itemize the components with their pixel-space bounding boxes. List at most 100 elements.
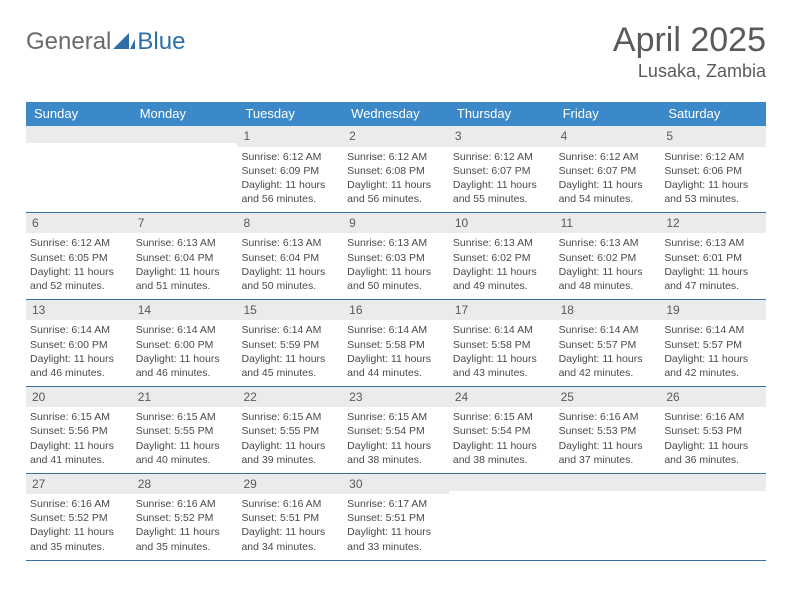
sunset-text: Sunset: 6:02 PM [559,251,657,265]
day-number: 6 [26,213,132,233]
day-number: 15 [237,300,343,320]
day-body: Sunrise: 6:14 AMSunset: 6:00 PMDaylight:… [26,320,132,386]
day-cell: 10Sunrise: 6:13 AMSunset: 6:02 PMDayligh… [449,213,555,299]
daylight-text: Daylight: 11 hours and 48 minutes. [559,265,657,293]
day-cell: 27Sunrise: 6:16 AMSunset: 5:52 PMDayligh… [26,474,132,560]
day-cell: 7Sunrise: 6:13 AMSunset: 6:04 PMDaylight… [132,213,238,299]
day-cell: 12Sunrise: 6:13 AMSunset: 6:01 PMDayligh… [660,213,766,299]
daylight-text: Daylight: 11 hours and 45 minutes. [241,352,339,380]
weeks-container: 1Sunrise: 6:12 AMSunset: 6:09 PMDaylight… [26,126,766,560]
sunrise-text: Sunrise: 6:16 AM [664,410,762,424]
sunset-text: Sunset: 5:51 PM [347,511,445,525]
weekday-header-row: SundayMondayTuesdayWednesdayThursdayFrid… [26,102,766,126]
sunrise-text: Sunrise: 6:12 AM [241,150,339,164]
day-number: 3 [449,126,555,146]
logo-sail-icon [113,33,135,51]
weekday-header-cell: Tuesday [237,102,343,126]
daylight-text: Daylight: 11 hours and 51 minutes. [136,265,234,293]
day-number [132,126,238,143]
sunset-text: Sunset: 6:05 PM [30,251,128,265]
sunset-text: Sunset: 6:02 PM [453,251,551,265]
daylight-text: Daylight: 11 hours and 46 minutes. [30,352,128,380]
day-number: 7 [132,213,238,233]
daylight-text: Daylight: 11 hours and 43 minutes. [453,352,551,380]
sunrise-text: Sunrise: 6:13 AM [559,236,657,250]
daylight-text: Daylight: 11 hours and 38 minutes. [453,439,551,467]
day-body: Sunrise: 6:13 AMSunset: 6:03 PMDaylight:… [343,233,449,299]
sunset-text: Sunset: 5:55 PM [136,424,234,438]
day-cell: 22Sunrise: 6:15 AMSunset: 5:55 PMDayligh… [237,387,343,473]
day-cell: 19Sunrise: 6:14 AMSunset: 5:57 PMDayligh… [660,300,766,386]
day-number: 18 [555,300,661,320]
sunset-text: Sunset: 5:56 PM [30,424,128,438]
day-body: Sunrise: 6:13 AMSunset: 6:04 PMDaylight:… [132,233,238,299]
weekday-header-cell: Saturday [660,102,766,126]
day-number: 25 [555,387,661,407]
sunrise-text: Sunrise: 6:15 AM [453,410,551,424]
day-number: 8 [237,213,343,233]
day-cell: 4Sunrise: 6:12 AMSunset: 6:07 PMDaylight… [555,126,661,212]
sunrise-text: Sunrise: 6:14 AM [136,323,234,337]
day-cell [660,474,766,560]
sunset-text: Sunset: 5:51 PM [241,511,339,525]
day-number: 29 [237,474,343,494]
daylight-text: Daylight: 11 hours and 40 minutes. [136,439,234,467]
daylight-text: Daylight: 11 hours and 50 minutes. [241,265,339,293]
daylight-text: Daylight: 11 hours and 54 minutes. [559,178,657,206]
sunset-text: Sunset: 6:00 PM [136,338,234,352]
day-body: Sunrise: 6:15 AMSunset: 5:55 PMDaylight:… [237,407,343,473]
day-cell: 25Sunrise: 6:16 AMSunset: 5:53 PMDayligh… [555,387,661,473]
day-body: Sunrise: 6:16 AMSunset: 5:51 PMDaylight:… [237,494,343,560]
daylight-text: Daylight: 11 hours and 39 minutes. [241,439,339,467]
day-body [132,143,238,152]
day-body: Sunrise: 6:13 AMSunset: 6:04 PMDaylight:… [237,233,343,299]
sunset-text: Sunset: 5:58 PM [453,338,551,352]
weekday-header-cell: Friday [555,102,661,126]
daylight-text: Daylight: 11 hours and 42 minutes. [664,352,762,380]
day-cell: 24Sunrise: 6:15 AMSunset: 5:54 PMDayligh… [449,387,555,473]
day-body: Sunrise: 6:15 AMSunset: 5:54 PMDaylight:… [449,407,555,473]
sunset-text: Sunset: 6:09 PM [241,164,339,178]
day-number: 13 [26,300,132,320]
sunrise-text: Sunrise: 6:14 AM [347,323,445,337]
daylight-text: Daylight: 11 hours and 56 minutes. [241,178,339,206]
sunset-text: Sunset: 6:03 PM [347,251,445,265]
day-body [555,491,661,500]
day-cell: 6Sunrise: 6:12 AMSunset: 6:05 PMDaylight… [26,213,132,299]
logo-text-general: General [26,28,111,56]
daylight-text: Daylight: 11 hours and 44 minutes. [347,352,445,380]
day-number: 19 [660,300,766,320]
sunrise-text: Sunrise: 6:16 AM [241,497,339,511]
sunrise-text: Sunrise: 6:14 AM [453,323,551,337]
day-body: Sunrise: 6:13 AMSunset: 6:02 PMDaylight:… [555,233,661,299]
weekday-header-cell: Sunday [26,102,132,126]
day-number: 5 [660,126,766,146]
sunset-text: Sunset: 6:08 PM [347,164,445,178]
daylight-text: Daylight: 11 hours and 55 minutes. [453,178,551,206]
sunrise-text: Sunrise: 6:16 AM [136,497,234,511]
daylight-text: Daylight: 11 hours and 37 minutes. [559,439,657,467]
sunrise-text: Sunrise: 6:12 AM [347,150,445,164]
sunset-text: Sunset: 5:57 PM [559,338,657,352]
day-body: Sunrise: 6:14 AMSunset: 5:58 PMDaylight:… [449,320,555,386]
day-cell: 18Sunrise: 6:14 AMSunset: 5:57 PMDayligh… [555,300,661,386]
day-cell: 2Sunrise: 6:12 AMSunset: 6:08 PMDaylight… [343,126,449,212]
logo: General Blue [26,22,185,56]
sunrise-text: Sunrise: 6:15 AM [241,410,339,424]
day-body [660,491,766,500]
day-number: 24 [449,387,555,407]
day-body: Sunrise: 6:12 AMSunset: 6:06 PMDaylight:… [660,147,766,213]
logo-text-blue: Blue [137,28,185,56]
day-cell [132,126,238,212]
day-body: Sunrise: 6:16 AMSunset: 5:53 PMDaylight:… [555,407,661,473]
day-number: 12 [660,213,766,233]
day-cell [555,474,661,560]
sunrise-text: Sunrise: 6:12 AM [559,150,657,164]
day-number: 23 [343,387,449,407]
sunrise-text: Sunrise: 6:15 AM [30,410,128,424]
day-number: 30 [343,474,449,494]
sunset-text: Sunset: 5:52 PM [30,511,128,525]
month-title: April 2025 [613,22,766,59]
day-cell: 28Sunrise: 6:16 AMSunset: 5:52 PMDayligh… [132,474,238,560]
day-body: Sunrise: 6:15 AMSunset: 5:54 PMDaylight:… [343,407,449,473]
